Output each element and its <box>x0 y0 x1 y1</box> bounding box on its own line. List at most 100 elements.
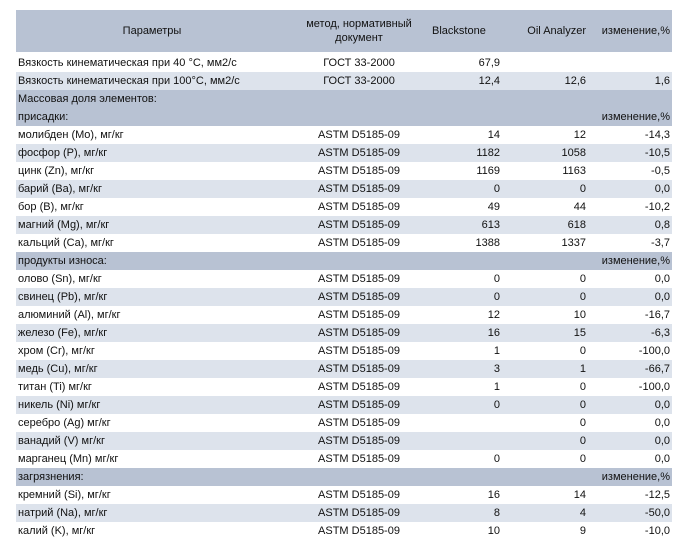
parameter-name: Вязкость кинематическая при 40 °С, мм2/с <box>16 54 288 72</box>
oil-analyzer-value: 12,6 <box>502 72 588 90</box>
table-row: цинк (Zn), мг/кг ASTM D5185-09 1169 1163 -0,… <box>16 162 672 180</box>
table-row: железо (Fe), мг/кг ASTM D5185-09 16 15 -6,3 <box>16 324 672 342</box>
method-cell: ASTM D5185-09 <box>288 378 430 396</box>
method-cell: ASTM D5185-09 <box>288 342 430 360</box>
parameter-name: барий (Ba), мг/кг <box>16 180 288 198</box>
mass-fraction-row: Массовая доля элементов: <box>16 90 672 108</box>
table-row: титан (Ti) мг/кг ASTM D5185-09 1 0 -100,0 <box>16 378 672 396</box>
parameter-name: хром (Cr), мг/кг <box>16 342 288 360</box>
section-contamination-change-label: изменение,% <box>588 468 672 486</box>
oil-analyzer-value: 0 <box>502 414 588 432</box>
change-value: 0,0 <box>588 414 672 432</box>
oil-analyzer-value: 44 <box>502 198 588 216</box>
oil-analyzer-value: 0 <box>502 432 588 450</box>
parameter-name: свинец (Pb), мг/кг <box>16 288 288 306</box>
oil-analyzer-value: 1058 <box>502 144 588 162</box>
section-wear-change-label: изменение,% <box>588 252 672 270</box>
oil-analyzer-value: 1337 <box>502 234 588 252</box>
oil-analyzer-value: 1 <box>502 360 588 378</box>
change-value <box>588 54 672 72</box>
table-row: Вязкость кинематическая при 100°С, мм2/с… <box>16 72 672 90</box>
blackstone-value: 16 <box>430 324 502 342</box>
oil-analyzer-value: 0 <box>502 396 588 414</box>
blackstone-value: 16 <box>430 486 502 504</box>
method-cell: ASTM D5185-09 <box>288 450 430 468</box>
change-value: 0,0 <box>588 432 672 450</box>
oil-analyzer-value: 0 <box>502 378 588 396</box>
method-cell: ASTM D5185-09 <box>288 270 430 288</box>
section-additives-title: присадки: <box>16 108 588 126</box>
change-value: -6,3 <box>588 324 672 342</box>
change-value: -14,3 <box>588 126 672 144</box>
method-cell: ASTM D5185-09 <box>288 126 430 144</box>
oil-analyzer-value: 0 <box>502 342 588 360</box>
table-row: барий (Ba), мг/кг ASTM D5185-09 0 0 0,0 <box>16 180 672 198</box>
header-method: метод, нормативный документ <box>288 10 430 52</box>
change-value: -66,7 <box>588 360 672 378</box>
section-wear: продукты износа: изменение,% <box>16 252 672 270</box>
method-cell: ASTM D5185-09 <box>288 288 430 306</box>
blackstone-value: 1182 <box>430 144 502 162</box>
table-row: натрий (Na), мг/кг ASTM D5185-09 8 4 -50,0 <box>16 504 672 522</box>
change-value: 0,0 <box>588 288 672 306</box>
change-value: 0,8 <box>588 216 672 234</box>
section-additives: присадки: изменение,% <box>16 108 672 126</box>
header-gap <box>16 52 672 54</box>
blackstone-value: 1 <box>430 342 502 360</box>
parameter-name: бор (B), мг/кг <box>16 198 288 216</box>
table-row: магний (Mg), мг/кг ASTM D5185-09 613 618 0,8 <box>16 216 672 234</box>
table-row: олово (Sn), мг/кг ASTM D5185-09 0 0 0,0 <box>16 270 672 288</box>
table-row: свинец (Pb), мг/кг ASTM D5185-09 0 0 0,0 <box>16 288 672 306</box>
blackstone-value <box>430 432 502 450</box>
table-row: Вязкость кинематическая при 40 °С, мм2/с… <box>16 54 672 72</box>
change-value: -50,0 <box>588 504 672 522</box>
blackstone-value: 12 <box>430 306 502 324</box>
oil-analyzer-value: 12 <box>502 126 588 144</box>
section-wear-title: продукты износа: <box>16 252 588 270</box>
blackstone-value <box>430 414 502 432</box>
method-cell: ASTM D5185-09 <box>288 504 430 522</box>
oil-analyzer-value: 618 <box>502 216 588 234</box>
oil-analyzer-value: 0 <box>502 270 588 288</box>
blackstone-value: 3 <box>430 360 502 378</box>
parameter-name: железо (Fe), мг/кг <box>16 324 288 342</box>
blackstone-value: 1388 <box>430 234 502 252</box>
table-body: Вязкость кинематическая при 40 °С, мм2/с… <box>16 54 672 540</box>
oil-analyzer-value: 0 <box>502 288 588 306</box>
method-cell: ASTM D5185-09 <box>288 324 430 342</box>
method-cell: ГОСТ 33-2000 <box>288 72 430 90</box>
section-additives-change-label: изменение,% <box>588 108 672 126</box>
header-change: изменение,% <box>588 10 672 52</box>
oil-analyzer-value: 15 <box>502 324 588 342</box>
change-value: -100,0 <box>588 342 672 360</box>
change-value: -100,0 <box>588 378 672 396</box>
parameter-name: кремний (Si), мг/кг <box>16 486 288 504</box>
table-row: фосфор (P), мг/кг ASTM D5185-09 1182 1058 -1… <box>16 144 672 162</box>
table-row: хром (Cr), мг/кг ASTM D5185-09 1 0 -100,0 <box>16 342 672 360</box>
parameter-name: медь (Cu), мг/кг <box>16 360 288 378</box>
method-cell: ASTM D5185-09 <box>288 414 430 432</box>
blackstone-value: 12,4 <box>430 72 502 90</box>
parameter-name: титан (Ti) мг/кг <box>16 378 288 396</box>
table-row: никель (Ni) мг/кг ASTM D5185-09 0 0 0,0 <box>16 396 672 414</box>
table-row: бор (B), мг/кг ASTM D5185-09 49 44 -10,2 <box>16 198 672 216</box>
table-row: калий (K), мг/кг ASTM D5185-09 10 9 -10,0 <box>16 522 672 540</box>
section-contamination-title: загрязнения: <box>16 468 588 486</box>
oil-analyzer-value <box>502 54 588 72</box>
blackstone-value: 0 <box>430 288 502 306</box>
method-cell: ASTM D5185-09 <box>288 198 430 216</box>
header-oil-analyzer: Oil Analyzer <box>502 10 588 52</box>
parameter-name: молибден (Mo), мг/кг <box>16 126 288 144</box>
method-cell: ASTM D5185-09 <box>288 234 430 252</box>
oil-analysis-table: Параметры метод, нормативный документ Bl… <box>16 10 672 540</box>
parameter-name: алюминий (Al), мг/кг <box>16 306 288 324</box>
oil-analyzer-value: 14 <box>502 486 588 504</box>
oil-analyzer-value: 4 <box>502 504 588 522</box>
change-value: -16,7 <box>588 306 672 324</box>
blackstone-value: 10 <box>430 522 502 540</box>
parameter-name: натрий (Na), мг/кг <box>16 504 288 522</box>
change-value: -10,0 <box>588 522 672 540</box>
header-method-line1: метод, нормативный <box>306 18 412 30</box>
blackstone-value: 67,9 <box>430 54 502 72</box>
table-row: марганец (Mn) мг/кг ASTM D5185-09 0 0 0,0 <box>16 450 672 468</box>
